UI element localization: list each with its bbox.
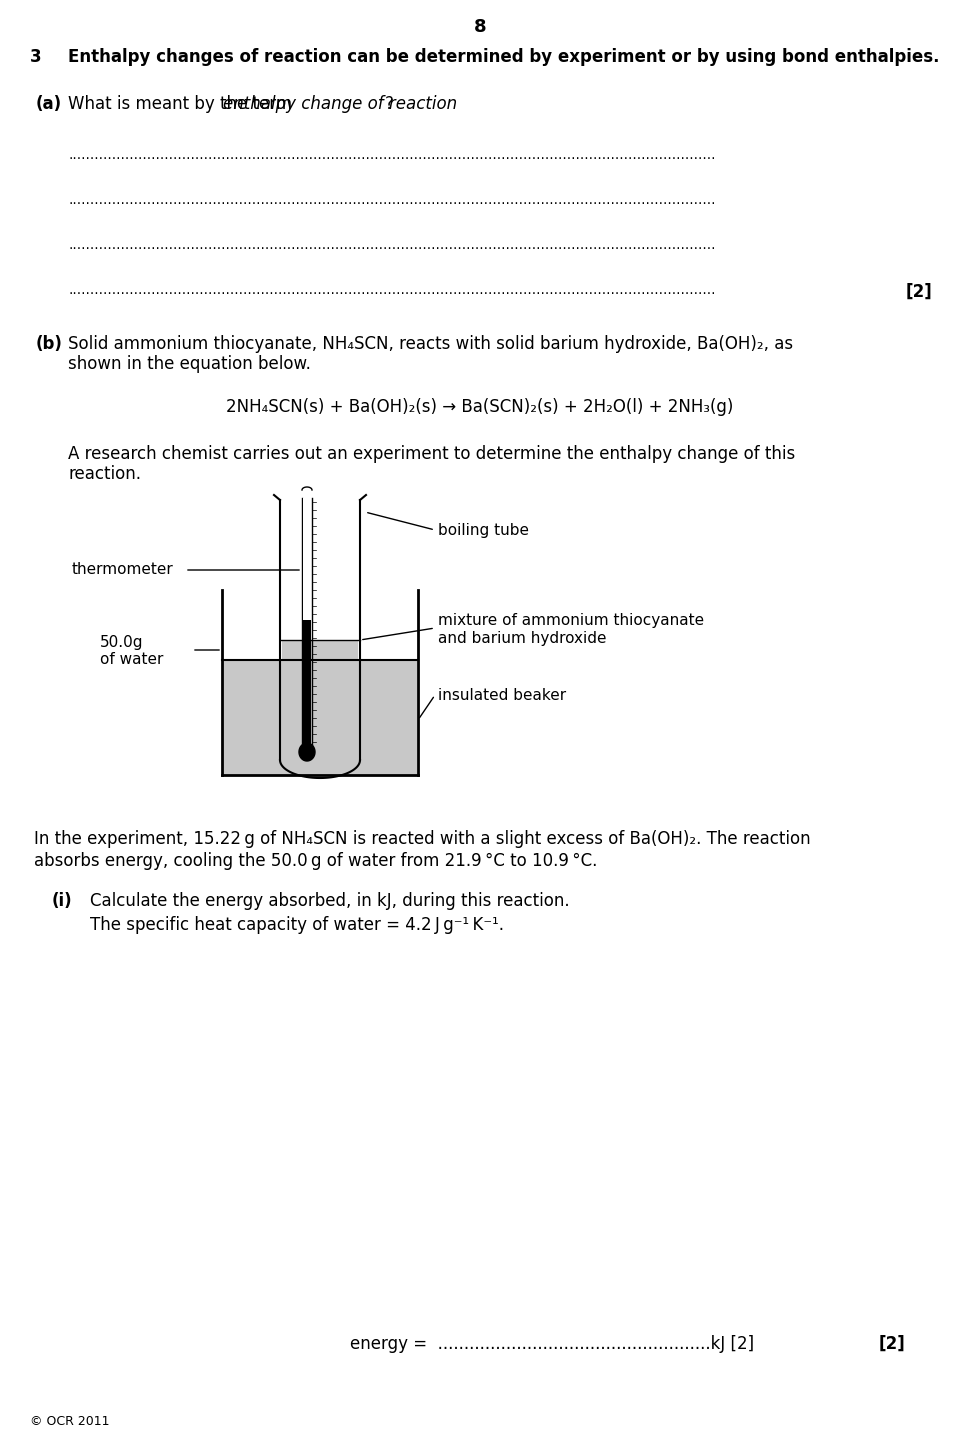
Text: absorbs energy, cooling the 50.0 g of water from 21.9 °C to 10.9 °C.: absorbs energy, cooling the 50.0 g of wa… <box>34 851 597 870</box>
Text: shown in the equation below.: shown in the equation below. <box>68 355 311 373</box>
Text: energy =  ....................................................kJ [2]: energy = ...............................… <box>350 1335 755 1352</box>
Text: reaction.: reaction. <box>68 465 141 484</box>
Bar <box>303 620 311 750</box>
Text: 2NH₄SCN(s) + Ba(OH)₂(s) → Ba(SCN)₂(s) + 2H₂O(l) + 2NH₃(g): 2NH₄SCN(s) + Ba(OH)₂(s) → Ba(SCN)₂(s) + … <box>227 398 733 416</box>
Text: In the experiment, 15.22 g of NH₄SCN is reacted with a slight excess of Ba(OH)₂.: In the experiment, 15.22 g of NH₄SCN is … <box>34 830 810 849</box>
Text: of water: of water <box>100 653 163 667</box>
Text: 3: 3 <box>30 49 41 66</box>
Text: 50.0g: 50.0g <box>100 634 143 650</box>
Text: ................................................................................: ........................................… <box>68 147 715 162</box>
Text: enthalpy change of reaction: enthalpy change of reaction <box>223 94 457 113</box>
Text: and barium hydroxide: and barium hydroxide <box>438 631 607 645</box>
Text: ................................................................................: ........................................… <box>68 238 715 252</box>
Text: What is meant by the term: What is meant by the term <box>68 94 298 113</box>
Text: (b): (b) <box>36 335 62 353</box>
Text: (a): (a) <box>36 94 62 113</box>
Text: ................................................................................: ........................................… <box>68 193 715 207</box>
Text: Enthalpy changes of reaction can be determined by experiment or by using bond en: Enthalpy changes of reaction can be dete… <box>68 49 940 66</box>
Text: [2]: [2] <box>905 283 932 301</box>
Text: A research chemist carries out an experiment to determine the enthalpy change of: A research chemist carries out an experi… <box>68 445 795 464</box>
Text: © OCR 2011: © OCR 2011 <box>30 1415 109 1428</box>
Bar <box>282 640 358 756</box>
Text: (i): (i) <box>52 892 73 910</box>
Bar <box>282 505 358 756</box>
Text: mixture of ammonium thiocyanate: mixture of ammonium thiocyanate <box>438 612 704 628</box>
Text: insulated beaker: insulated beaker <box>438 687 566 703</box>
Bar <box>303 498 311 620</box>
Text: thermometer: thermometer <box>72 562 174 578</box>
Text: 8: 8 <box>473 19 487 36</box>
Bar <box>223 660 417 776</box>
Text: [2]: [2] <box>878 1335 905 1352</box>
Text: boiling tube: boiling tube <box>438 522 529 538</box>
Text: The specific heat capacity of water = 4.2 J g⁻¹ K⁻¹.: The specific heat capacity of water = 4.… <box>90 916 504 934</box>
Text: Calculate the energy absorbed, in kJ, during this reaction.: Calculate the energy absorbed, in kJ, du… <box>90 892 569 910</box>
Text: ?: ? <box>385 94 394 113</box>
Text: Solid ammonium thiocyanate, NH₄SCN, reacts with solid barium hydroxide, Ba(OH)₂,: Solid ammonium thiocyanate, NH₄SCN, reac… <box>68 335 793 353</box>
Text: ................................................................................: ........................................… <box>68 283 715 298</box>
Polygon shape <box>299 743 315 761</box>
